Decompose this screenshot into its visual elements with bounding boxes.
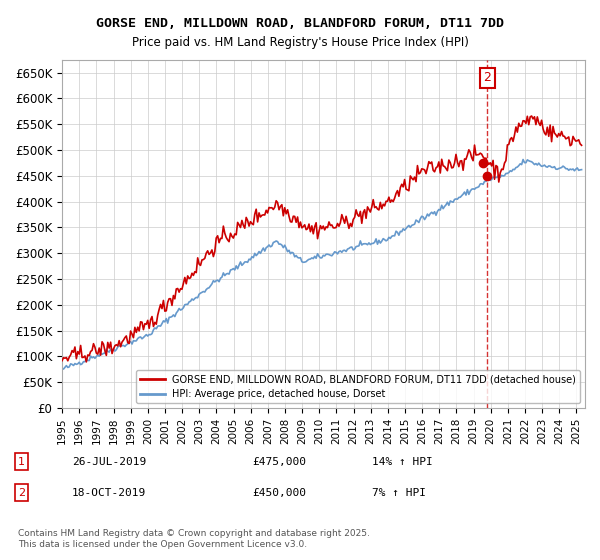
- Text: 2: 2: [483, 71, 491, 85]
- Text: GORSE END, MILLDOWN ROAD, BLANDFORD FORUM, DT11 7DD: GORSE END, MILLDOWN ROAD, BLANDFORD FORU…: [96, 17, 504, 30]
- Text: 14% ↑ HPI: 14% ↑ HPI: [372, 457, 433, 467]
- Text: £450,000: £450,000: [252, 488, 306, 498]
- Text: Price paid vs. HM Land Registry's House Price Index (HPI): Price paid vs. HM Land Registry's House …: [131, 36, 469, 49]
- Text: 26-JUL-2019: 26-JUL-2019: [72, 457, 146, 467]
- Text: 18-OCT-2019: 18-OCT-2019: [72, 488, 146, 498]
- Legend: GORSE END, MILLDOWN ROAD, BLANDFORD FORUM, DT11 7DD (detached house), HPI: Avera: GORSE END, MILLDOWN ROAD, BLANDFORD FORU…: [136, 371, 580, 403]
- Text: £475,000: £475,000: [252, 457, 306, 467]
- Text: Contains HM Land Registry data © Crown copyright and database right 2025.
This d: Contains HM Land Registry data © Crown c…: [18, 529, 370, 549]
- Text: 1: 1: [18, 457, 25, 467]
- Text: 2: 2: [18, 488, 25, 498]
- Text: 7% ↑ HPI: 7% ↑ HPI: [372, 488, 426, 498]
